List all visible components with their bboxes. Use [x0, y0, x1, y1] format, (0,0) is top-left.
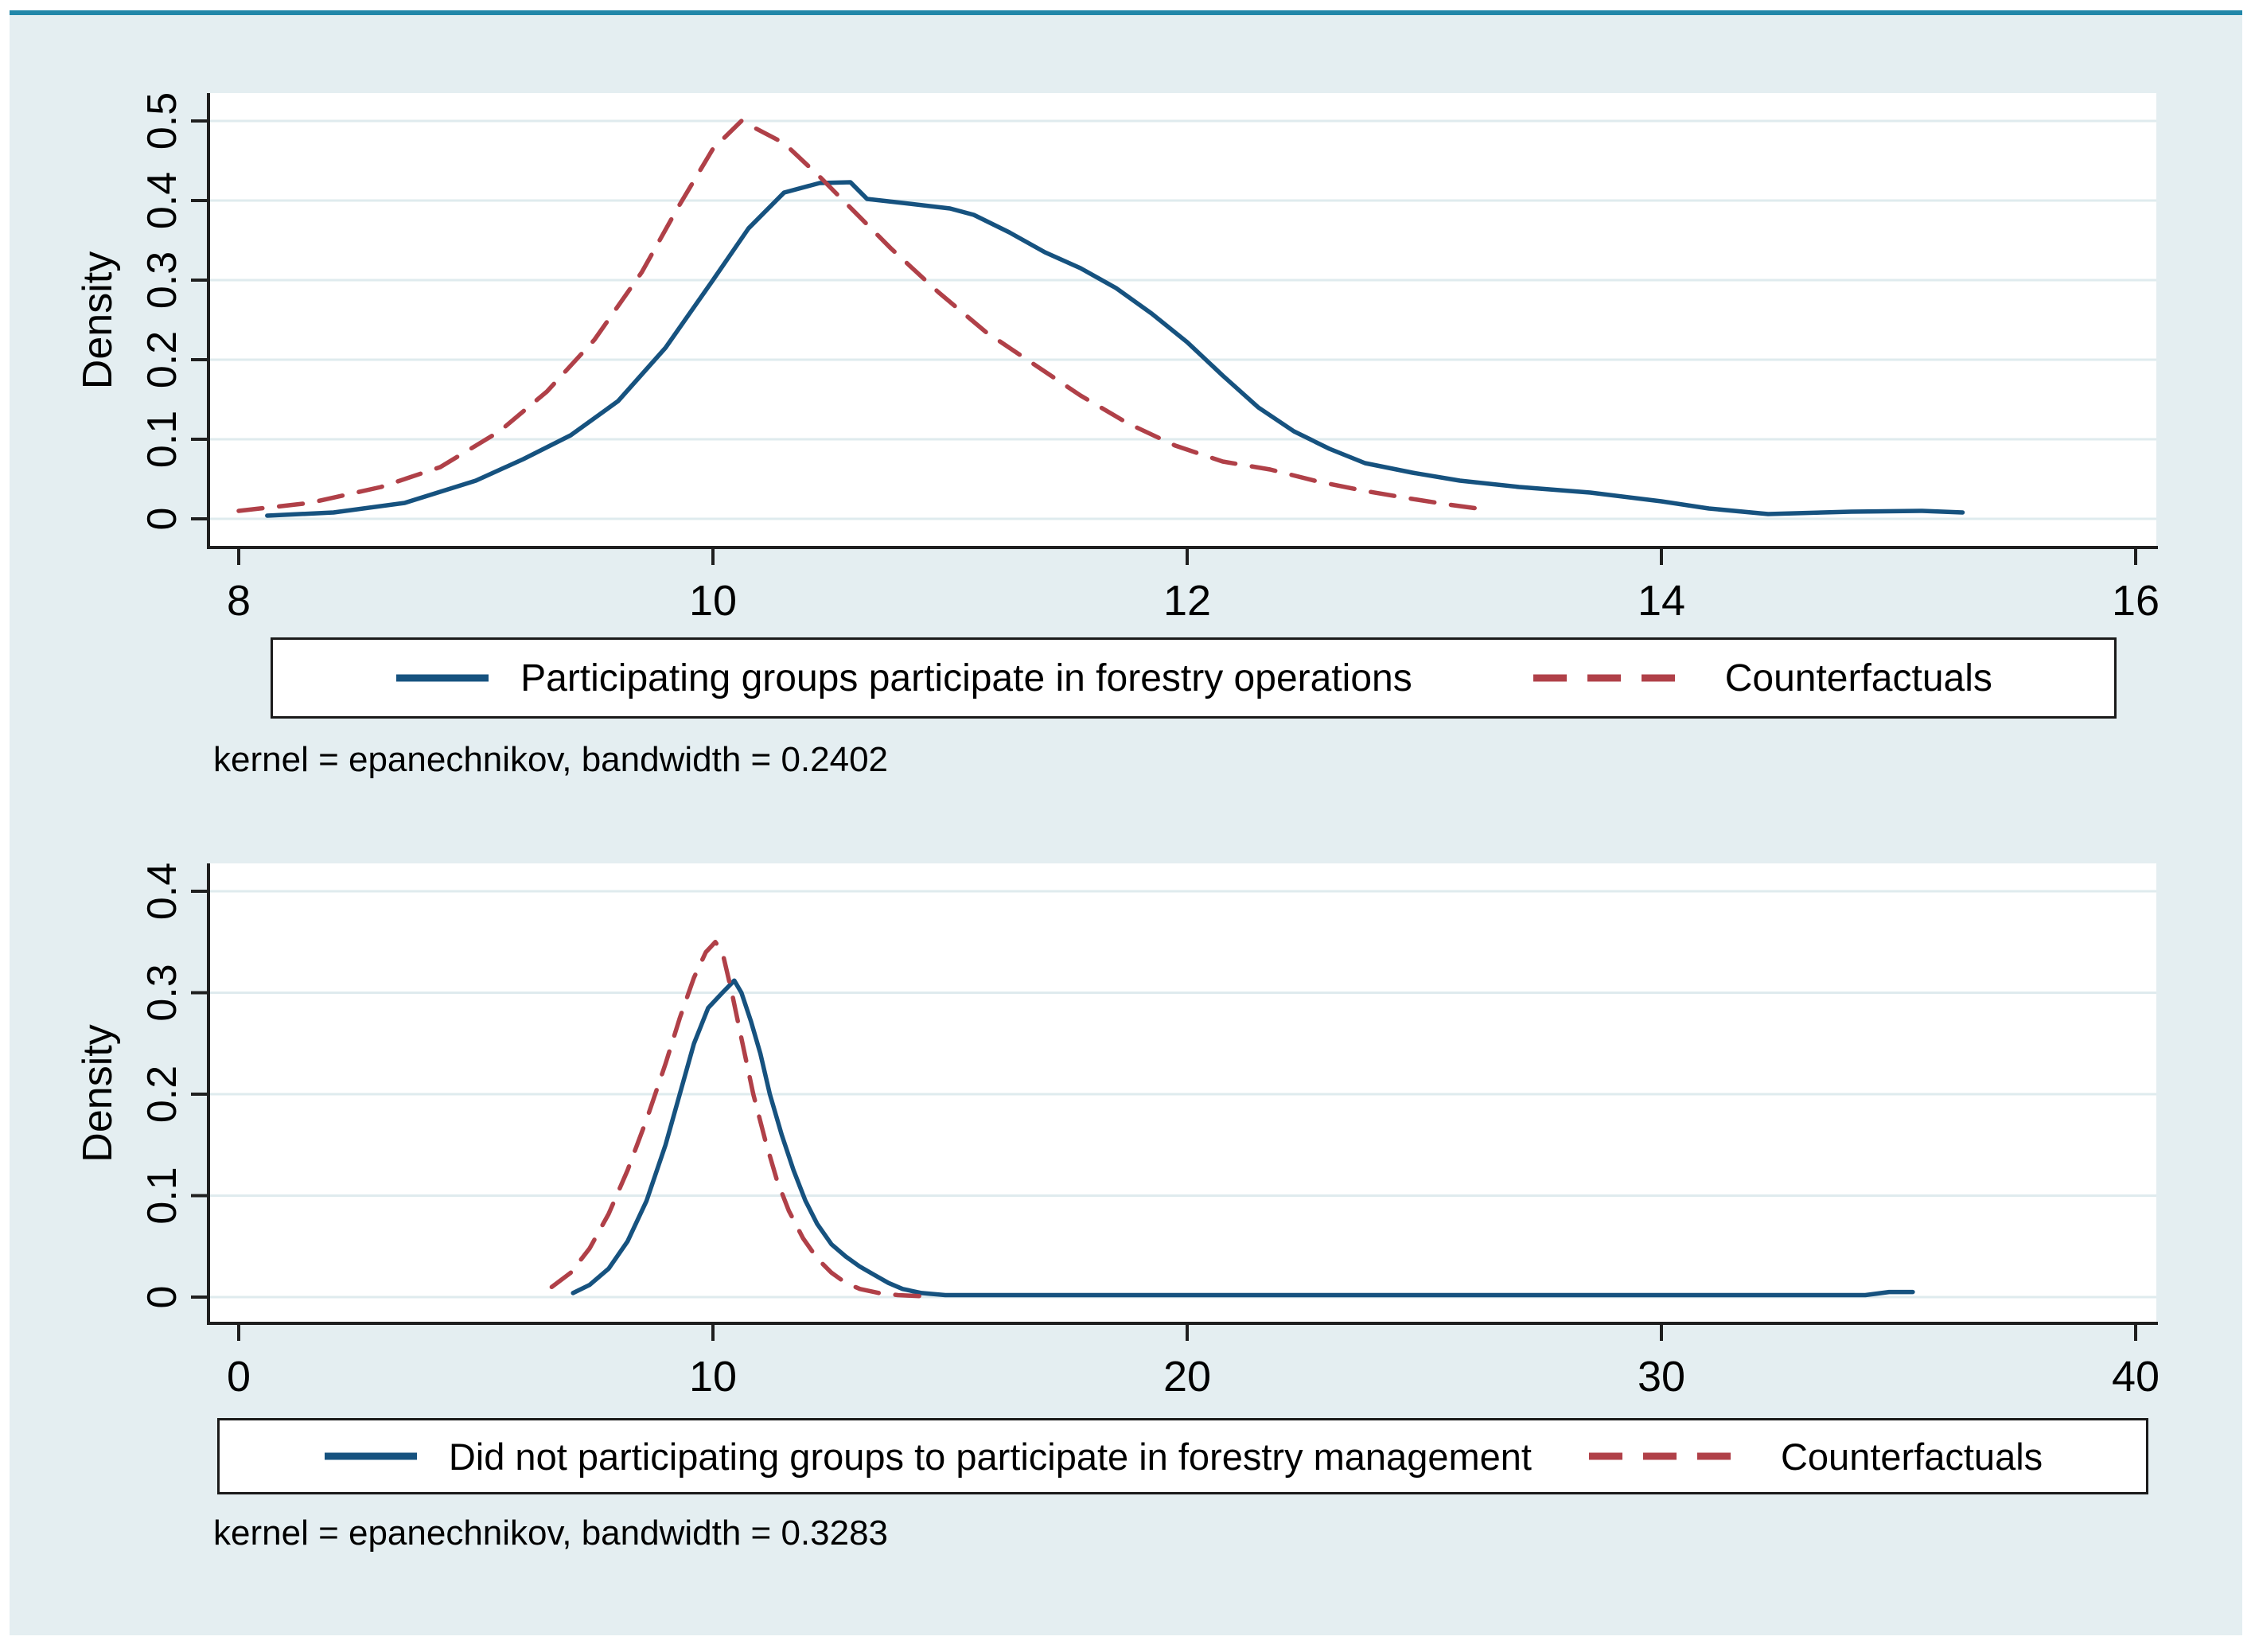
legend-top: Participating groups participate in fore… [271, 637, 2117, 719]
legend-label-treated-bottom: Did not participating groups to particip… [448, 1435, 1532, 1478]
svg-text:0.1: 0.1 [139, 1167, 185, 1224]
svg-text:Density: Density [75, 1024, 121, 1162]
legend-item-counterfactual-bottom: Counterfactuals [1587, 1435, 2043, 1479]
svg-text:0.4: 0.4 [139, 863, 185, 920]
legend-dashed-line-icon [1533, 674, 1693, 682]
accent-bar [10, 10, 2242, 15]
svg-text:16: 16 [2112, 577, 2160, 625]
legend-solid-line-icon [324, 1452, 417, 1460]
legend-label-counterfactual-top: Counterfactuals [1724, 657, 1992, 699]
legend-bottom: Did not participating groups to particip… [217, 1418, 2148, 1494]
svg-text:14: 14 [1638, 577, 1685, 625]
svg-text:0.3: 0.3 [139, 964, 185, 1021]
svg-text:10: 10 [689, 1353, 737, 1401]
svg-text:20: 20 [1163, 1353, 1211, 1401]
svg-text:0.1: 0.1 [139, 411, 185, 468]
svg-text:0: 0 [139, 508, 185, 531]
legend-label-treated-top: Participating groups participate in fore… [520, 657, 1412, 699]
svg-text:0.3: 0.3 [139, 251, 185, 309]
svg-text:0: 0 [139, 1286, 185, 1309]
legend-dashed-line-icon [1588, 1452, 1749, 1460]
legend-item-treated-bottom: Did not participating groups to particip… [323, 1435, 1532, 1479]
svg-text:40: 40 [2112, 1353, 2160, 1401]
svg-text:Density: Density [75, 251, 121, 389]
legend-item-counterfactual-top: Counterfactuals [1532, 657, 1992, 700]
legend-label-counterfactual-bottom: Counterfactuals [1780, 1435, 2043, 1478]
svg-text:0.5: 0.5 [139, 92, 185, 150]
svg-text:0: 0 [227, 1353, 251, 1401]
svg-text:12: 12 [1163, 577, 1211, 625]
kernel-note-bottom: kernel = epanechnikov, bandwidth = 0.328… [213, 1514, 889, 1553]
svg-text:0.4: 0.4 [139, 172, 185, 229]
legend-item-treated-top: Participating groups participate in fore… [395, 657, 1412, 700]
svg-text:8: 8 [227, 577, 251, 625]
svg-text:30: 30 [1638, 1353, 1685, 1401]
legend-solid-line-icon [396, 674, 489, 682]
svg-text:10: 10 [689, 577, 737, 625]
svg-text:0.2: 0.2 [139, 331, 185, 388]
svg-text:0.2: 0.2 [139, 1066, 185, 1123]
kernel-note-top: kernel = epanechnikov, bandwidth = 0.240… [213, 740, 889, 779]
